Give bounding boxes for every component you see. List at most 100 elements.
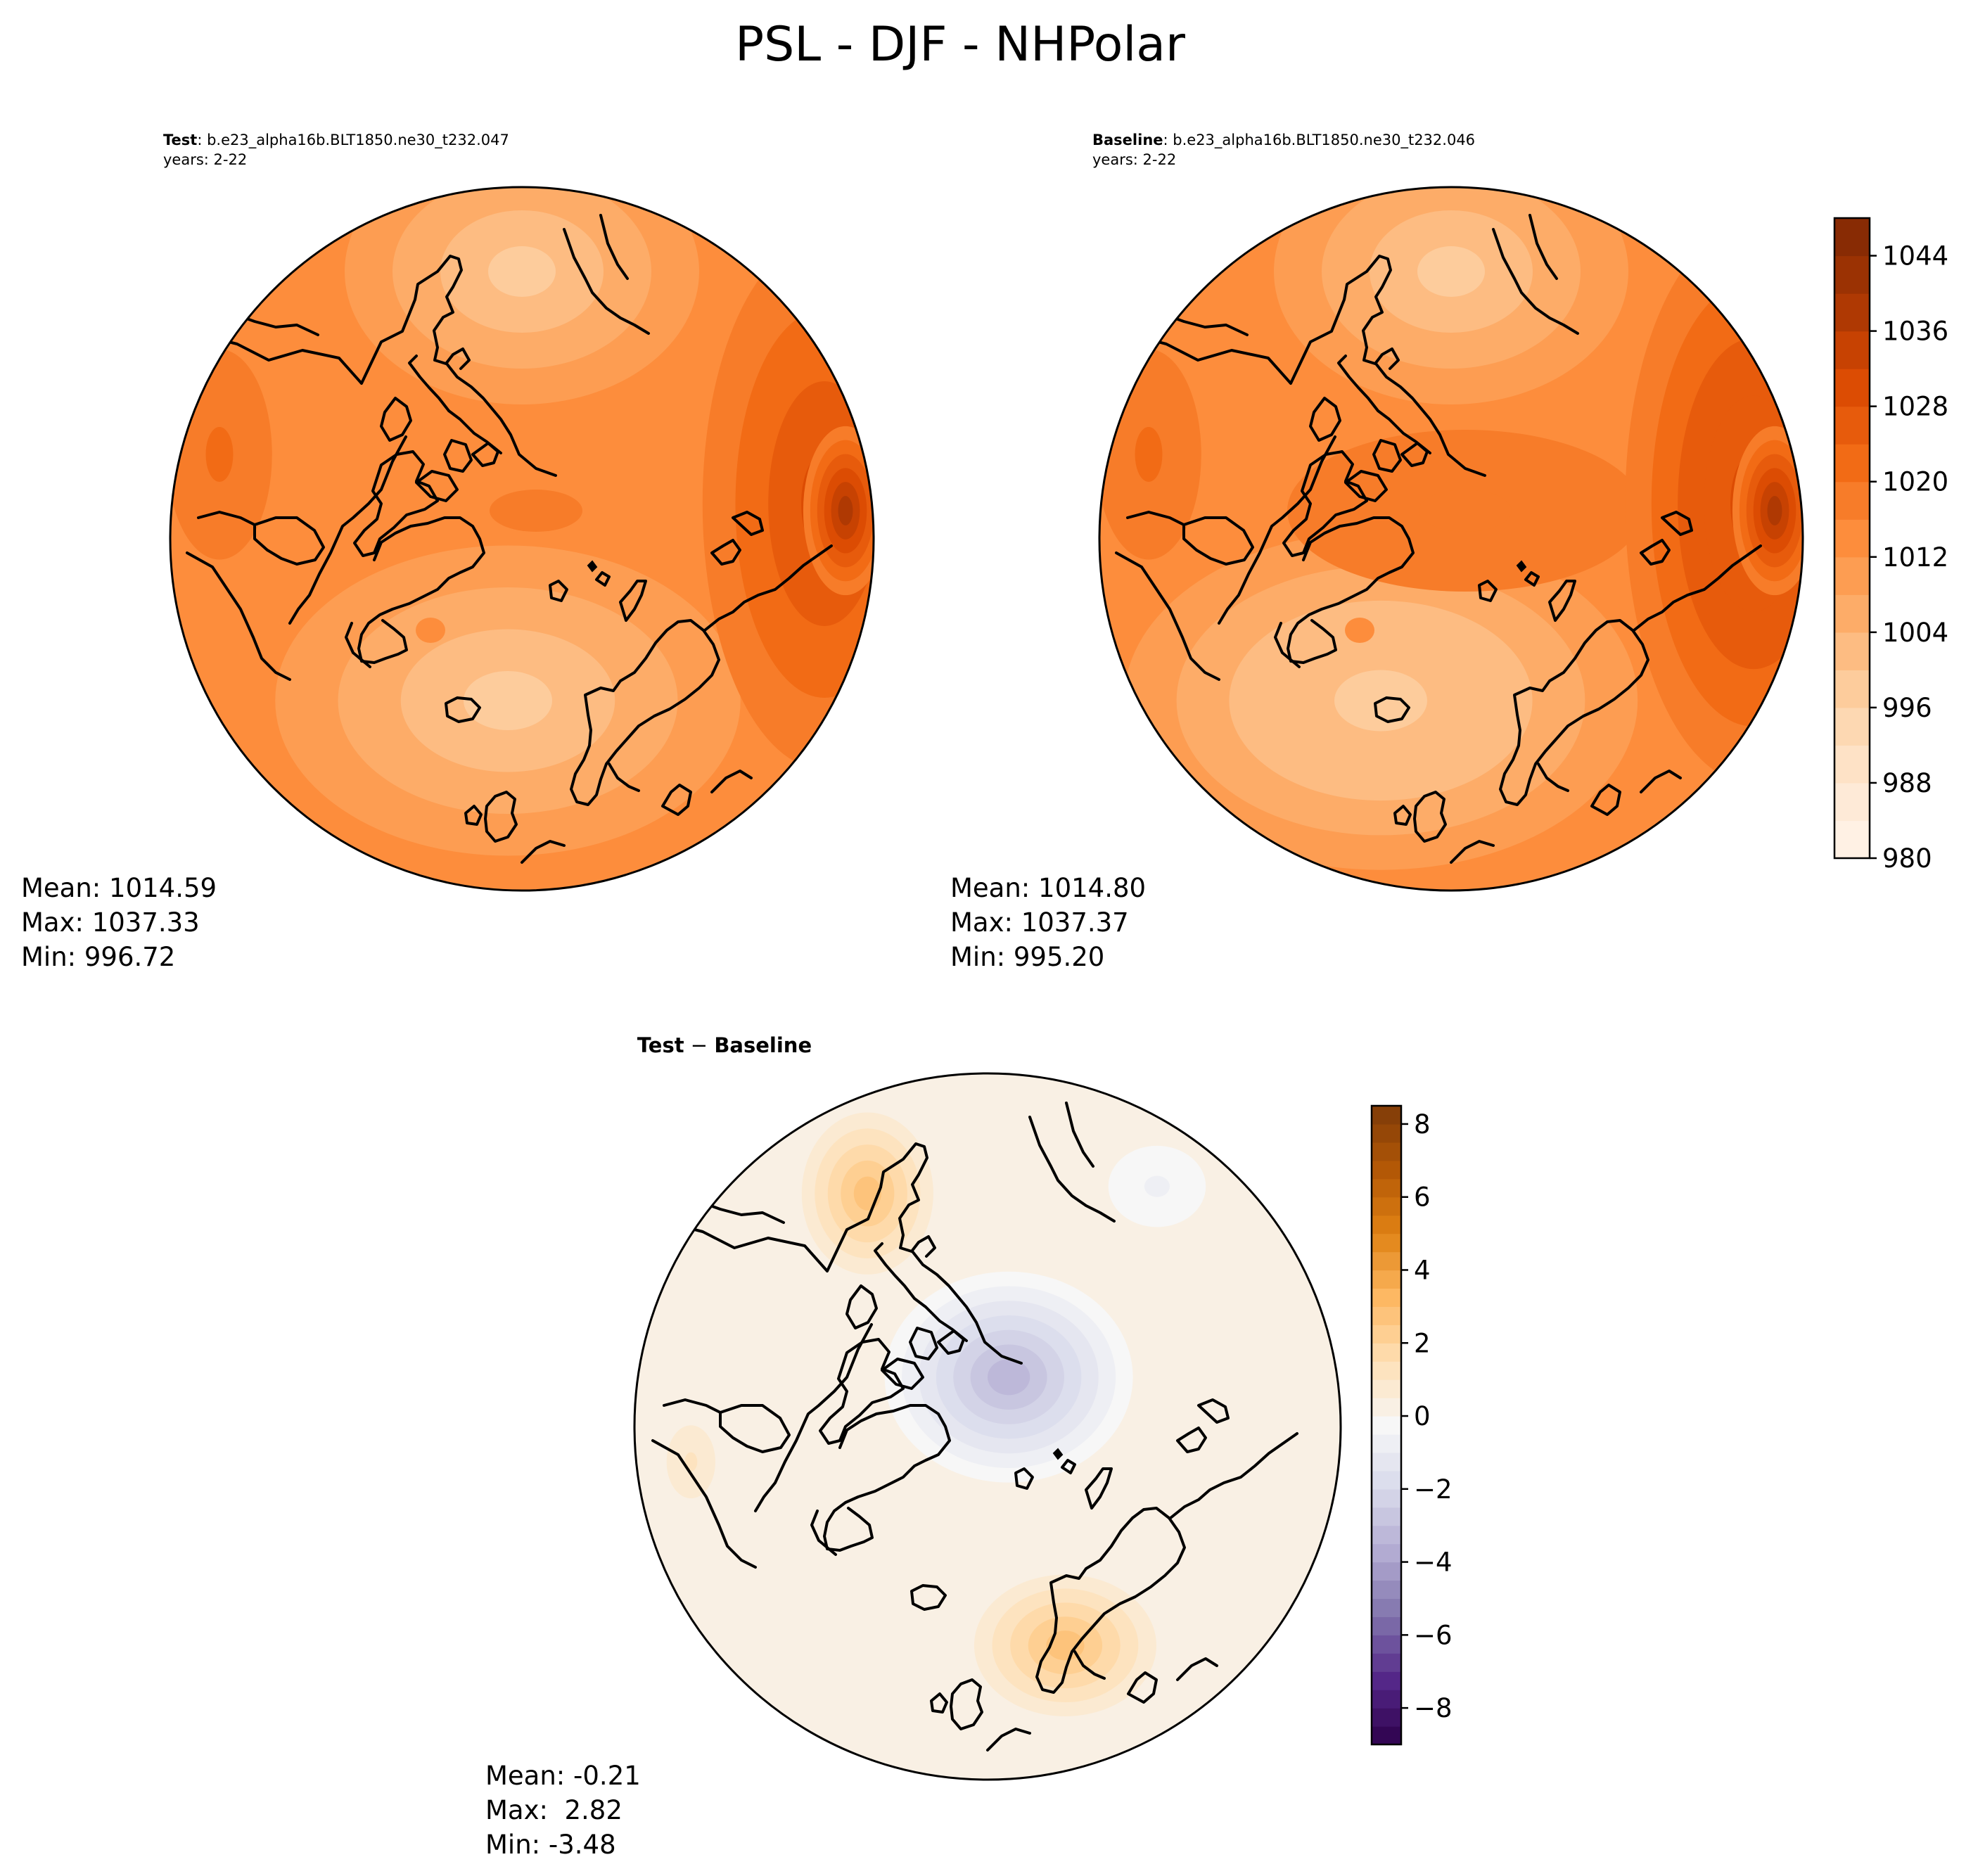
test-map-boundary [169,186,875,892]
diff-colorbar-level [1372,1671,1401,1690]
diff-colorbar-level [1372,1106,1401,1125]
diff-stats: Mean: -0.21 Max: 2.82 Min: -3.48 [485,1761,641,1860]
diff-colorbar-level [1372,1434,1401,1453]
diff-colorbar-level [1372,1690,1401,1709]
baseline-min: Min: 995.20 [950,942,1104,972]
contour-arctic-basin [1419,490,1512,532]
contour-arctic-negative [988,1359,1030,1396]
test-panel: Test: b.e23_alpha16b.BLT1850.ne30_t232.0… [21,132,875,972]
contour-greenland-ridge [416,618,445,643]
diff-colorbar-level [1372,1416,1401,1435]
psl-colorbar-level [1834,820,1870,859]
psl-colorbar: 980 988 996 1004 1012 1020 1028 1036 1044 [1833,217,1948,874]
psl-colorbar-level [1834,519,1870,558]
figure-title: PSL - DJF - NHPolar [735,17,1185,72]
diff-title-sep: − [684,1033,715,1057]
baseline-max: Max: 1037.37 [950,907,1129,938]
contour-arctic-basin [490,490,582,532]
psl-colorbar-level [1834,444,1870,483]
diff-colorbar-tick-label: −6 [1414,1620,1453,1650]
psl-colorbar-level [1834,481,1870,520]
contour-siberian-core [838,496,853,525]
diff-colorbar-level [1372,1708,1401,1727]
test-min: Min: 996.72 [21,942,175,972]
diff-colorbar-tick-label: −2 [1414,1474,1453,1505]
psl-colorbar-level [1834,745,1870,784]
diff-max: Max: 2.82 [485,1795,623,1825]
test-field [170,187,874,891]
psl-colorbar-tick-label: 980 [1882,843,1932,874]
test-years: years: 2-22 [163,151,247,168]
psl-colorbar-level [1834,594,1870,633]
diff-colorbar-level [1372,1160,1401,1180]
test-max: Max: 1037.33 [21,907,200,938]
diff-colorbar-level [1372,1598,1401,1617]
diff-colorbar: −8 −6 −4 −2 0 2 4 6 8 [1370,1104,1453,1746]
test-label-rest: : b.e23_alpha16b.BLT1850.ne30_t232.047 [197,132,509,149]
diff-colorbar-level [1372,1452,1401,1472]
diff-min: Min: -3.48 [485,1830,616,1860]
psl-colorbar-tick-label: 1004 [1882,618,1948,648]
psl-colorbar-level [1834,218,1870,257]
diff-colorbar-tick-label: −4 [1414,1548,1453,1578]
contour-greenland-ridge [1345,618,1374,643]
psl-colorbar-level [1834,406,1870,445]
diff-colorbar-level [1372,1288,1401,1307]
diff-colorbar-level [1372,1123,1401,1143]
diff-colorbar-level [1372,1325,1401,1344]
psl-colorbar-tick-label: 1044 [1882,241,1948,272]
contour-siberian-core [1767,496,1782,525]
diff-map-boundary [633,1072,1342,1781]
test-stats: Mean: 1014.59 Max: 1037.33 Min: 996.72 [21,873,217,972]
diff-title: Test − Baseline [637,1033,812,1057]
psl-colorbar-tick-label: 988 [1882,768,1932,798]
diff-colorbar-level [1372,1653,1401,1672]
diff-colorbar-tick-label: 0 [1414,1401,1431,1431]
baseline-label-bold: Baseline [1092,132,1163,148]
diff-colorbar-level [1372,1306,1401,1325]
contour-icelandic-low [464,671,552,730]
psl-colorbar-tick-label: 1028 [1882,392,1948,422]
psl-colorbar-frame [1833,217,1871,860]
baseline-panel: Baseline: b.e23_alpha16b.BLT1850.ne30_t2… [950,132,1804,972]
diff-colorbar-level [1372,1142,1401,1161]
diff-title-left: Test [637,1033,684,1057]
diff-colorbar-level [1372,1726,1401,1745]
baseline-label-rest: : b.e23_alpha16b.BLT1850.ne30_t232.046 [1163,132,1476,149]
test-case-label: Test: b.e23_alpha16b.BLT1850.ne30_t232.0… [163,132,509,149]
diff-colorbar-tick-label: −8 [1414,1693,1453,1723]
diff-colorbar-level [1372,1580,1401,1600]
diff-colorbar-level [1372,1507,1401,1526]
psl-colorbar-tick-label: 1020 [1882,467,1948,497]
contour-east-siberia-neg [1144,1175,1170,1197]
baseline-field [1099,187,1803,891]
contour-north-america [205,427,234,482]
baseline-map-boundary [1098,186,1804,892]
diff-panel: Test − Baseline Mean: -0.21 Max: 2.82 Mi… [485,1033,1342,1860]
baseline-mean: Mean: 1014.80 [950,873,1146,903]
diff-colorbar-level [1372,1488,1401,1508]
baseline-case-label: Baseline: b.e23_alpha16b.BLT1850.ne30_t2… [1092,132,1475,149]
psl-colorbar-level [1834,369,1870,407]
diff-field [634,1073,1341,1780]
psl-colorbar-tick-label: 1036 [1882,317,1948,347]
diff-colorbar-level [1372,1635,1401,1654]
psl-colorbar-level [1834,331,1870,369]
diff-colorbar-level [1372,1562,1401,1581]
diff-colorbar-level [1372,1343,1401,1362]
diff-colorbar-level [1372,1470,1401,1490]
psl-colorbar-level [1834,255,1870,294]
diff-colorbar-level [1372,1525,1401,1545]
test-map [170,187,874,891]
diff-colorbar-frame [1370,1104,1403,1746]
contour-north-america-pos [684,1452,698,1472]
test-mean: Mean: 1014.59 [21,873,217,903]
diff-colorbar-level [1372,1270,1401,1289]
baseline-years: years: 2-22 [1092,151,1176,168]
psl-colorbar-level [1834,556,1870,595]
diff-colorbar-level [1372,1616,1401,1635]
test-label-bold: Test [163,132,197,148]
diff-colorbar-level [1372,1379,1401,1398]
diff-mean: Mean: -0.21 [485,1761,641,1791]
diff-colorbar-level [1372,1233,1401,1253]
